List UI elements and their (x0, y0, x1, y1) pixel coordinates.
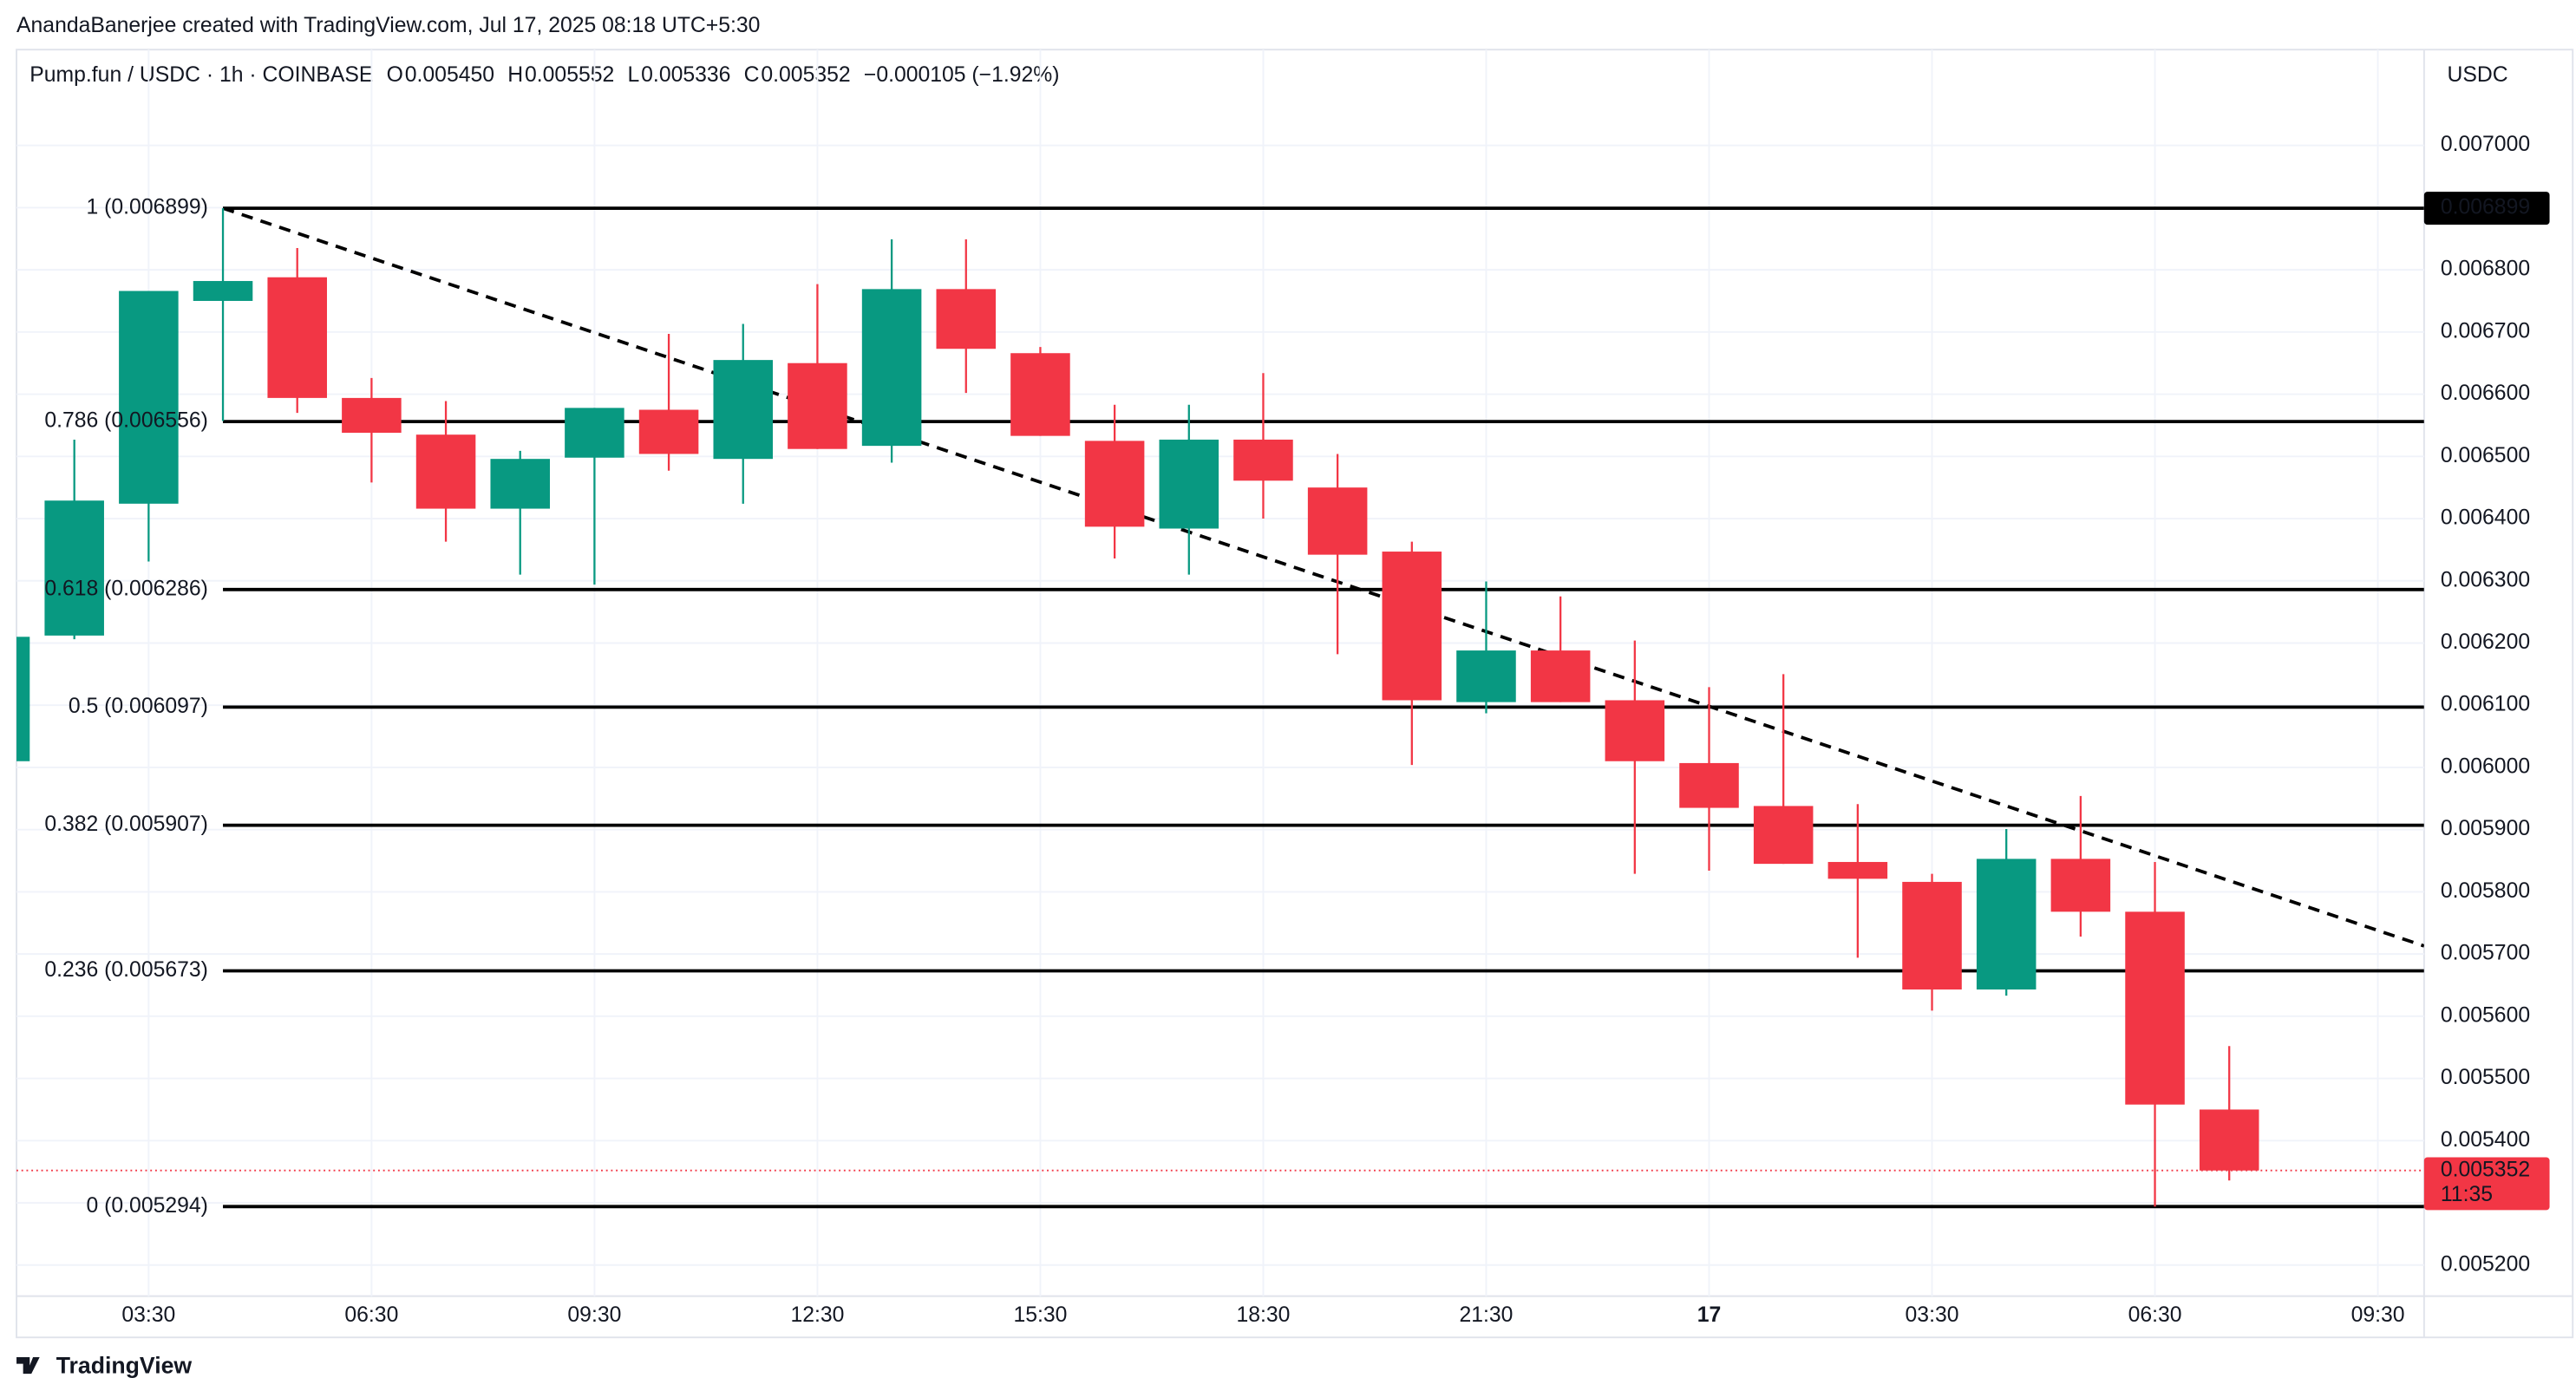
candle-body (1010, 353, 1070, 436)
legend-low-label: L (628, 63, 640, 87)
candle-body (861, 289, 922, 447)
y-tick-label: 0.005600 (2441, 1003, 2530, 1027)
y-tick-label: 0.006600 (2441, 382, 2530, 405)
y-tick-label: 0.006700 (2441, 319, 2530, 343)
fib-level-label: 1 (0.006899) (87, 196, 208, 219)
x-tick-label: 17 (1697, 1303, 1722, 1327)
candle-body (193, 281, 253, 301)
candle-body (713, 360, 774, 460)
candle-body (1902, 881, 1962, 990)
plot-area (16, 206, 2424, 1209)
y-tick-label: 0.005500 (2441, 1066, 2530, 1089)
y-tick-label: 0.005700 (2441, 942, 2530, 965)
candle-body (1307, 487, 1368, 555)
chart-frame (16, 49, 2574, 1339)
candle-body (44, 500, 104, 636)
legend-low: 0.005336 (641, 63, 730, 87)
fib-level-label: 0 (0.005294) (87, 1194, 208, 1218)
candle-body (1753, 806, 1814, 865)
x-tick-label: 09:30 (567, 1303, 621, 1327)
countdown-label: 11:35 (2441, 1183, 2493, 1206)
high-marker-box (2423, 192, 2550, 225)
x-tick-label: 18:30 (1236, 1303, 1290, 1327)
x-tick-label: 12:30 (790, 1303, 844, 1327)
last-price-label: 0.005352 (2441, 1158, 2530, 1181)
y-tick-label: 0.006500 (2441, 444, 2530, 467)
legend-close: 0.005352 (761, 63, 850, 87)
candle-body (1530, 650, 1591, 702)
legend-high: 0.005552 (525, 63, 614, 87)
fib-level-label: 0.382 (0.005907) (44, 813, 208, 836)
y-tick-label: 0.006400 (2441, 506, 2530, 530)
x-tick-label: 03:30 (1906, 1303, 1959, 1327)
y-tick-label: 0.006300 (2441, 568, 2530, 591)
candle-body (1976, 859, 2037, 990)
candle-body (16, 637, 30, 761)
x-tick-label: 15:30 (1013, 1303, 1067, 1327)
fib-level-label: 0.786 (0.006556) (44, 409, 208, 433)
trendline (222, 206, 2424, 948)
x-tick-label: 21:30 (1460, 1303, 1514, 1327)
legend-open-label: O (387, 63, 403, 87)
y-tick-label: 0.006100 (2441, 693, 2530, 716)
fib-level-label: 0.236 (0.005673) (44, 958, 208, 982)
x-tick-label: 03:30 (121, 1303, 175, 1327)
candle-body (936, 289, 997, 349)
candle-body (565, 408, 624, 458)
y-tick-label: 0.007000 (2441, 133, 2530, 156)
candle-body (1679, 762, 1739, 808)
candle-body (267, 277, 327, 398)
legend-change: −0.000105 (−1.92%) (864, 63, 1060, 87)
candle-body (342, 397, 402, 434)
candle-body (1605, 700, 1665, 761)
fib-level-label: 0.618 (0.006286) (44, 577, 208, 600)
y-tick-label: 0.006800 (2441, 258, 2530, 281)
candle-body (638, 409, 699, 454)
candle-body (1827, 861, 1888, 879)
candle-body (415, 434, 476, 509)
candle-body (119, 291, 179, 504)
legend-symbol: Pump.fun / USDC · 1h · COINBASE (29, 63, 373, 87)
candle-body (2199, 1109, 2259, 1171)
candle-body (1159, 439, 1219, 529)
x-tick-label: 06:30 (2128, 1303, 2182, 1327)
x-tick-label: 09:30 (2351, 1303, 2405, 1327)
currency[interactable]: USDC (2448, 63, 2508, 87)
axes: 0.0052000.0053000.0054000.0055000.005600… (44, 133, 2550, 1327)
high-marker-label: 0.006899 (2441, 196, 2530, 219)
candle-body (1456, 650, 1516, 702)
tv-logo: TradingView (16, 1353, 192, 1379)
legend-open: 0.005450 (405, 63, 494, 87)
grid (16, 49, 2424, 1296)
candle-body (1233, 439, 1293, 481)
candle-body (1084, 441, 1145, 527)
x-tick-label: 06:30 (344, 1303, 398, 1327)
y-tick-label: 0.005900 (2441, 817, 2530, 840)
candle-body (788, 362, 847, 449)
y-tick-label: 0.006000 (2441, 754, 2530, 778)
fib-level-label: 0.5 (0.006097) (69, 695, 208, 718)
legend: Pump.fun / USDC · 1h · COINBASE O 0.005450… (29, 63, 1059, 87)
attribution: AnandaBanerjee created with TradingView.… (16, 14, 760, 37)
legend-close-label: C (744, 63, 760, 87)
last-price-box (2423, 1157, 2550, 1211)
y-tick-label: 0.005800 (2441, 879, 2530, 903)
candle-body (2125, 911, 2185, 1105)
candle-body (490, 459, 550, 509)
candle-body (2050, 859, 2111, 912)
y-tick-label: 0.006200 (2441, 630, 2530, 654)
candle-body (1382, 552, 1442, 701)
logo-text: TradingView (56, 1353, 193, 1379)
legend-high-label: H (507, 63, 523, 87)
y-tick-label: 0.005200 (2441, 1252, 2530, 1276)
y-tick-label: 0.005400 (2441, 1128, 2530, 1152)
